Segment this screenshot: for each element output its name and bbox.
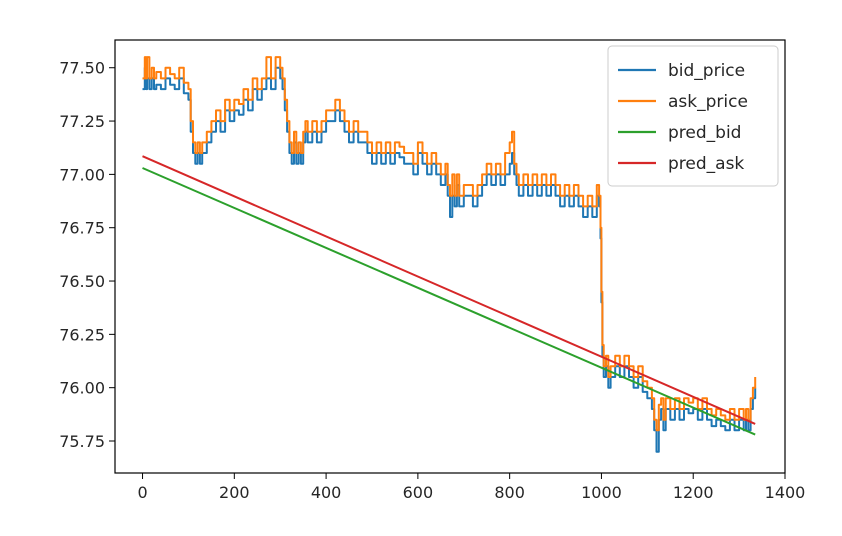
x-tick-label: 0 [137,483,147,502]
y-tick-label: 76.75 [59,219,105,238]
series-line-pred-ask [142,155,756,425]
y-tick-label: 77.25 [59,112,105,131]
legend-label-pred-bid: pred_bid [668,123,741,143]
x-axis: 0 200 400 600 800 1000 1200 1400 [137,473,805,502]
x-tick-label: 1200 [673,483,714,502]
plot-area [142,56,757,453]
series-line-ask-price [142,56,757,432]
x-tick-label: 1000 [581,483,622,502]
y-tick-label: 77.00 [59,165,105,184]
x-tick-label: 200 [219,483,250,502]
x-tick-label: 800 [494,483,525,502]
y-tick-label: 76.50 [59,272,105,291]
legend-box [607,45,779,187]
y-tick-label: 75.75 [59,432,105,451]
y-tick-label: 76.25 [59,325,105,344]
legend-label-pred-ask: pred_ask [668,154,744,174]
legend: bid_price ask_price pred_bid pred_ask [607,45,779,187]
x-tick-label: 600 [403,483,434,502]
x-tick-label: 1400 [765,483,806,502]
axes-frame [114,39,786,474]
legend-label-ask-price: ask_price [668,92,748,112]
y-axis: 75.75 76.00 76.25 76.50 76.75 77.00 77.25 77.50 [59,59,115,451]
y-tick-label: 76.00 [59,379,105,398]
series-line-pred-bid [142,167,756,436]
legend-label-bid-price: bid_price [668,61,745,81]
x-tick-label: 400 [311,483,342,502]
y-tick-label: 77.50 [59,59,105,78]
